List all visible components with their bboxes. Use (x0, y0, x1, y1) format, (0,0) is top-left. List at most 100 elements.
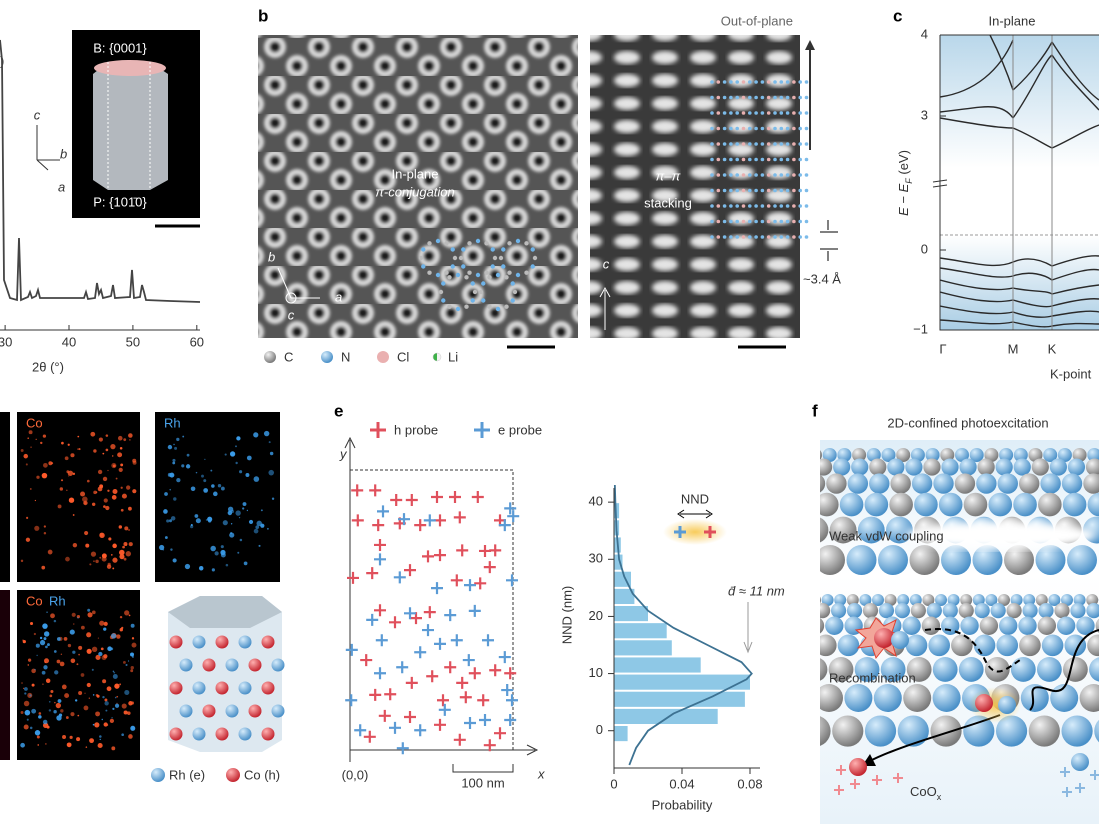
lattice-atom (481, 298, 486, 303)
lattice-atom (798, 142, 802, 146)
lattice-atom (464, 275, 469, 280)
eds-dot (24, 709, 31, 716)
eds-dot (23, 453, 29, 459)
lattice-atom (760, 204, 765, 208)
eds-dot (117, 452, 123, 458)
eds-dot (172, 461, 176, 465)
eds-dot (41, 670, 46, 675)
eds-dot (123, 542, 128, 547)
probe-point (431, 582, 443, 595)
eds-dot (47, 643, 50, 647)
lattice-atom (785, 142, 790, 146)
lattice-atom (754, 188, 758, 193)
image-text: π–π (656, 168, 681, 183)
facet-label: P: {101̄0} (93, 194, 147, 209)
eds-dot (98, 437, 103, 442)
eds-dot (258, 544, 261, 547)
lattice-atom (716, 188, 721, 193)
probe-point (347, 571, 359, 584)
lattice-atom (785, 111, 790, 115)
lattice-atom (710, 142, 714, 146)
label-part: (eV) (896, 150, 911, 178)
lattice-atom (722, 95, 727, 100)
lattice-atom (779, 235, 784, 239)
band (940, 54, 1099, 120)
eds-dot (268, 469, 275, 476)
prism-atom (215, 727, 229, 741)
lattice-atom (748, 188, 752, 193)
atom-sphere (890, 473, 911, 494)
eds-dot (65, 556, 70, 562)
histogram-bar (614, 588, 635, 604)
lattice-atom (779, 111, 784, 115)
lattice-atom (461, 264, 466, 269)
eds-dot (125, 663, 128, 667)
atom-sphere (897, 715, 929, 747)
probe-point (434, 637, 446, 650)
atom-sphere (846, 603, 863, 619)
atom-sphere (941, 545, 971, 575)
legend-swatch (264, 351, 276, 363)
eds-dot (39, 640, 46, 646)
histogram-bar (614, 726, 628, 742)
lattice-atom (804, 188, 809, 193)
eds-dot (69, 735, 73, 739)
eds-dot (260, 509, 263, 512)
probe-point (378, 709, 391, 722)
eds-dot (112, 707, 115, 710)
eds-dot (66, 489, 68, 492)
stack-arrow-head (805, 40, 815, 50)
legend-swatch (432, 352, 442, 362)
lattice-atom (773, 157, 777, 162)
atom-sphere (1037, 616, 1057, 635)
probe-point (477, 694, 490, 707)
lattice-atom (427, 270, 432, 275)
lattice-atom (792, 173, 796, 177)
lattice-atom (735, 95, 739, 100)
eds-dot (103, 627, 107, 631)
eds-dot (210, 469, 213, 472)
probe-point (374, 538, 386, 551)
lattice-atom (510, 298, 515, 303)
eds-dot (112, 557, 118, 563)
x-tick-label: Γ (939, 341, 946, 356)
path-arrow (924, 628, 1021, 673)
lattice-atom (804, 235, 809, 239)
probe-point (360, 654, 373, 667)
eds-dot (36, 475, 40, 479)
probe-point (389, 721, 401, 734)
eds-dot (80, 491, 86, 497)
prism-atom (192, 727, 206, 741)
panel-label: f (812, 401, 818, 420)
eds-dot (110, 554, 113, 556)
probe-point (507, 510, 520, 523)
eds-dot (119, 615, 123, 619)
eds-dot (84, 530, 89, 536)
x-tick-label: 0.08 (737, 776, 762, 791)
lattice-atom (792, 142, 796, 146)
lattice-atom (729, 157, 733, 162)
eds-dot (106, 686, 112, 692)
eds-dot (65, 716, 69, 719)
eds-dot (128, 433, 133, 438)
eds-dot (90, 551, 97, 557)
atom-sphere (1041, 634, 1064, 657)
probe-point (456, 544, 469, 557)
facet-label: B: {0001} (93, 40, 147, 55)
panel-label: e (334, 401, 343, 420)
x-tick-label: K (1048, 341, 1057, 356)
eds-dot (198, 566, 204, 571)
x-axis-label: x (537, 766, 545, 781)
eds-dot (43, 631, 50, 637)
pair-icon (704, 526, 716, 538)
probe-point (474, 577, 487, 590)
atom-sphere (960, 594, 973, 606)
eds-dot (43, 658, 50, 664)
eds-dot (45, 743, 47, 745)
lattice-atom (760, 126, 765, 131)
lattice-atom (507, 270, 512, 275)
probe-point (426, 670, 439, 683)
eds-dot (107, 646, 112, 652)
eds-dot (31, 708, 37, 714)
eds-dot (105, 505, 110, 511)
